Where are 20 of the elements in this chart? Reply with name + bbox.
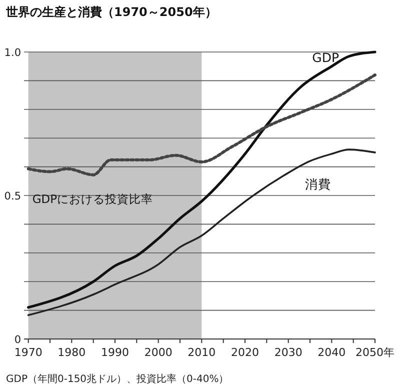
series-label: 消費 bbox=[305, 176, 331, 192]
x-tick-label: 1980 bbox=[58, 346, 86, 359]
x-tick-label: 1970 bbox=[14, 346, 42, 359]
line-series bbox=[27, 148, 376, 316]
x-tick-label: 2020 bbox=[231, 346, 259, 359]
line-series bbox=[26, 73, 376, 176]
y-tick-label: 1.0 bbox=[4, 47, 21, 59]
x-tick-label: 1990 bbox=[101, 346, 129, 359]
y-tick-label: 0 bbox=[14, 334, 21, 346]
x-tick-label: 2010 bbox=[188, 346, 216, 359]
series-label: GDPにおける投資比率 bbox=[32, 192, 154, 206]
series-label: GDP bbox=[312, 50, 340, 65]
line-series bbox=[27, 50, 376, 309]
x-tick-label: 2030 bbox=[274, 346, 302, 359]
x-tick-label: 2050年 bbox=[356, 346, 394, 359]
y-tick-label: 0.5 bbox=[4, 190, 21, 202]
x-tick-label: 2000 bbox=[144, 346, 172, 359]
text: GDP（年間0-150兆ドル）、投資比率（0-40%） bbox=[6, 373, 229, 385]
x-tick-label: 2040 bbox=[318, 346, 346, 359]
chart-title: 世界の生産と消費（1970～2050年） bbox=[5, 5, 217, 19]
